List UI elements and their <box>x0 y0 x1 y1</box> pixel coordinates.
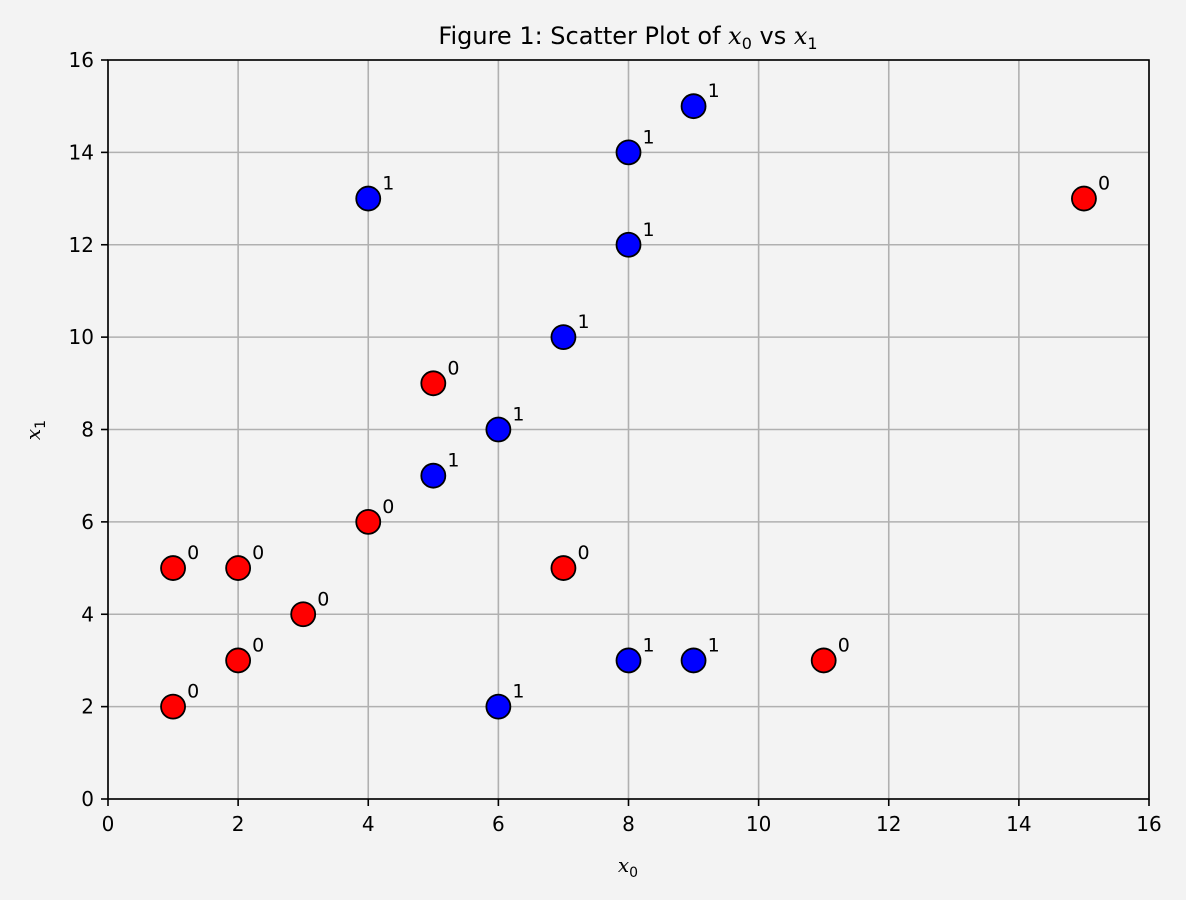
y-tick-label: 0 <box>81 787 94 811</box>
point-label: 1 <box>512 404 524 426</box>
y-axis-label: x1 <box>21 420 49 440</box>
scatter-point <box>810 647 837 674</box>
y-tick-label: 6 <box>81 510 94 534</box>
scatter-point <box>550 324 577 351</box>
point-label: 0 <box>317 588 329 610</box>
scatter-point <box>680 93 707 120</box>
x-tick-label: 14 <box>1006 812 1031 836</box>
scatter-point <box>550 555 577 581</box>
point-label: 0 <box>838 634 850 656</box>
x-tick-label: 4 <box>362 812 375 836</box>
scatter-point <box>485 693 512 720</box>
x-tick-label: 10 <box>746 812 771 836</box>
y-tick-label: 4 <box>81 602 94 626</box>
chart-title: Figure 1: Scatter Plot of x0 vs x1 <box>438 22 817 53</box>
plot-frame <box>107 59 1150 800</box>
point-label: 0 <box>382 496 394 518</box>
scatter-point <box>485 416 512 443</box>
scatter-point <box>355 185 382 212</box>
scatter-point <box>680 647 707 674</box>
y-tick-label: 12 <box>69 233 94 257</box>
point-label: 1 <box>512 681 524 703</box>
x-axis-label: x0 <box>618 853 638 881</box>
point-label: 0 <box>577 542 589 564</box>
scatter-point <box>615 647 642 674</box>
x-tick-label: 8 <box>622 812 635 836</box>
x-tick-label: 16 <box>1136 812 1161 836</box>
x-tick-label: 12 <box>876 812 901 836</box>
point-label: 0 <box>1098 173 1110 195</box>
x-tick-label: 2 <box>232 812 245 836</box>
scatter-point <box>290 601 317 628</box>
point-label: 1 <box>382 173 394 195</box>
y-tick-label: 2 <box>81 695 94 719</box>
scatter-point <box>1071 185 1097 212</box>
data-points: 0 0 0 0 0 0 1 1 0 1 1 0 1 1 1 1 1 1 0 0 <box>160 80 1110 720</box>
scatter-point <box>160 693 186 720</box>
scatter-point <box>420 462 447 489</box>
scatter-point <box>225 647 252 674</box>
point-label: 0 <box>187 681 199 703</box>
y-tick-label: 8 <box>81 418 94 442</box>
x-tick-label: 0 <box>102 812 115 836</box>
scatter-point <box>160 555 186 581</box>
x-tick-label: 6 <box>492 812 505 836</box>
point-label: 1 <box>447 450 459 472</box>
scatter-point <box>615 139 642 166</box>
grid-lines <box>107 59 1150 800</box>
scatter-point <box>615 231 642 258</box>
point-label: 1 <box>643 126 655 148</box>
scatter-point <box>355 508 382 535</box>
point-label: 0 <box>187 542 199 564</box>
point-label: 1 <box>708 634 720 656</box>
point-label: 1 <box>643 634 655 656</box>
y-tick-label: 14 <box>69 140 94 164</box>
y-tick-label: 16 <box>69 48 94 72</box>
point-label: 1 <box>577 311 589 333</box>
y-tick-label: 10 <box>69 325 94 349</box>
point-label: 1 <box>708 80 720 102</box>
point-label: 1 <box>643 219 655 241</box>
point-label: 0 <box>252 634 264 656</box>
scatter-point <box>420 370 447 397</box>
point-label: 0 <box>447 357 459 379</box>
scatter-point <box>225 555 252 581</box>
point-label: 0 <box>252 542 264 564</box>
